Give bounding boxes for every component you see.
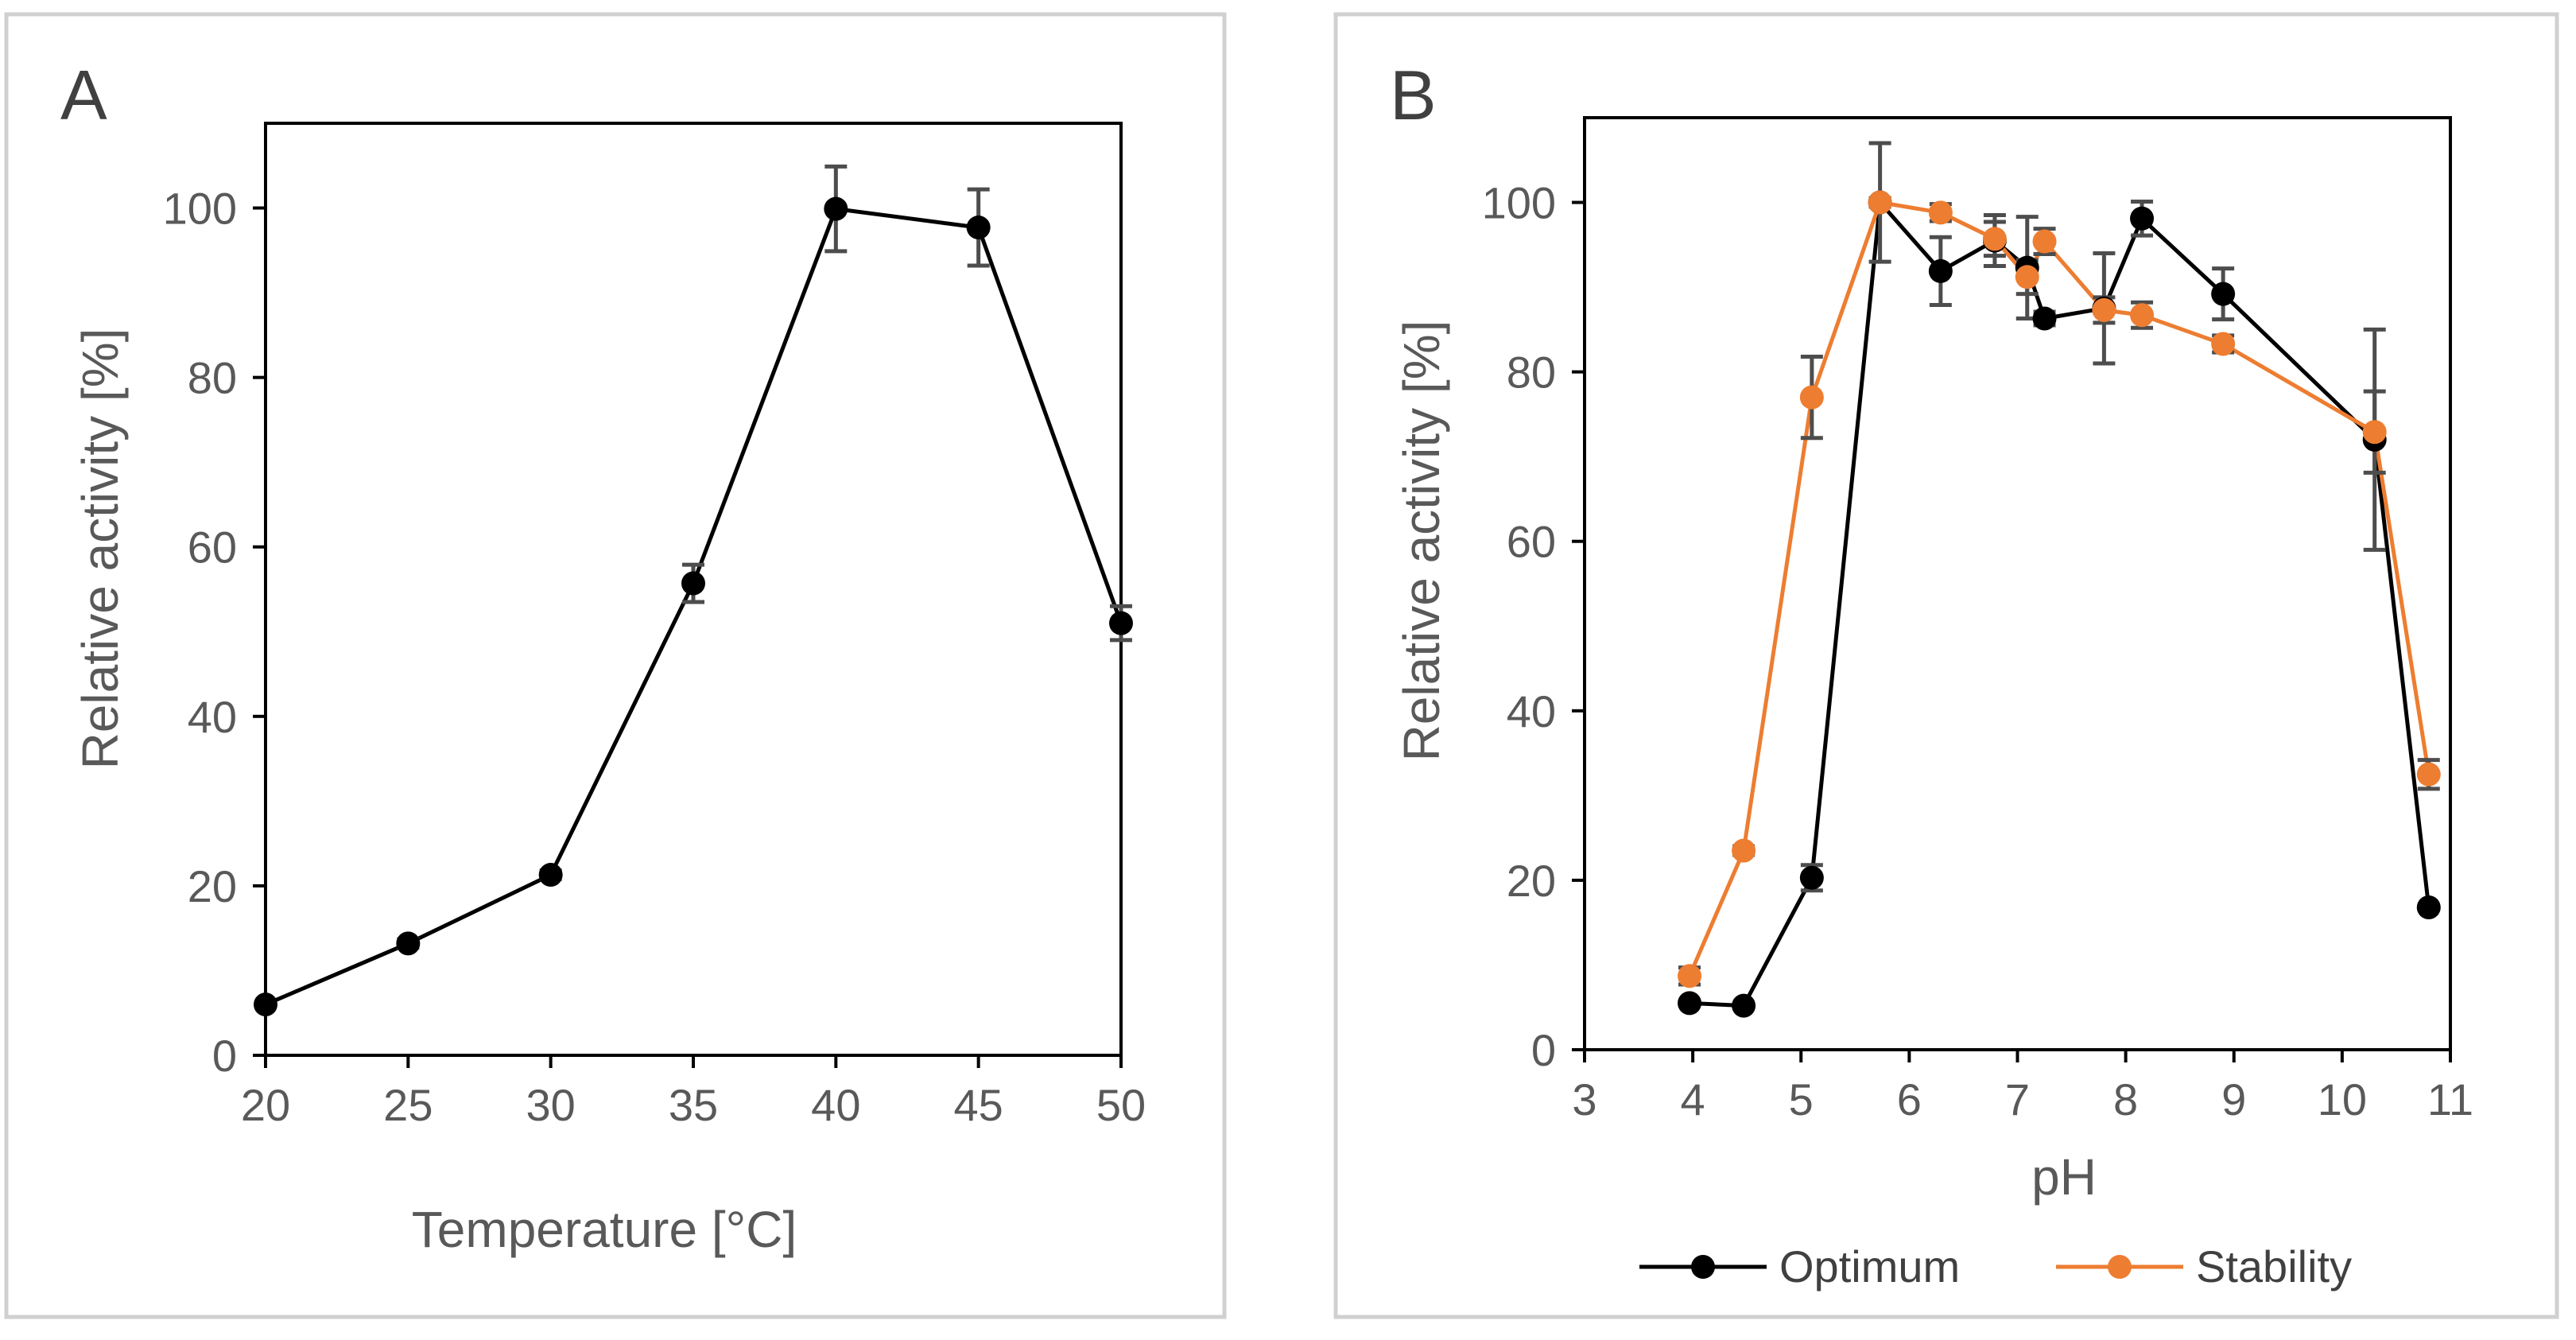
chart-a-x-tick-label: 50 — [1096, 1080, 1146, 1130]
chart-b-series-optimum-point — [2211, 282, 2236, 306]
chart-b-y-tick-label: 60 — [1507, 517, 1556, 567]
chart-a-series-temperature-point — [396, 931, 421, 956]
chart-b-y-tick-label: 100 — [1482, 178, 1556, 228]
chart-a-x-tick-label: 30 — [526, 1080, 576, 1130]
legend-stability-label: Stability — [2196, 1241, 2352, 1291]
chart-b-x-tick-label: 5 — [1789, 1074, 1814, 1124]
chart-b-x-tick-label: 8 — [2113, 1074, 2138, 1124]
chart-a-series-temperature-point — [824, 196, 848, 221]
chart-b-series-stability-point — [2211, 332, 2236, 356]
chart-b-series-stability-point — [1928, 200, 1953, 225]
chart-b-series-stability-point — [2362, 420, 2387, 445]
chart-b-series-stability-point — [1678, 964, 1702, 988]
chart-b-series-stability-point — [1799, 385, 1824, 410]
chart-a-series-temperature-point — [254, 992, 277, 1017]
chart-b-x-tick-label: 11 — [2427, 1074, 2473, 1124]
chart-b-y-tick-label: 20 — [1507, 856, 1556, 906]
chart-a-y-tick-label: 60 — [188, 522, 237, 573]
chart-b-x-tick-label: 9 — [2221, 1074, 2246, 1124]
chart-b-series-stability-point — [1868, 190, 1892, 215]
chart-b-series-stability-point — [2130, 303, 2155, 328]
chart-b-x-axis-title: pH — [2031, 1148, 2097, 1206]
chart-b-series-optimum-point — [1928, 258, 1953, 283]
chart-b-legend: Optimum Stability — [1639, 1241, 2352, 1291]
chart-a-x-tick-label: 35 — [669, 1080, 718, 1130]
chart-a-y-tick-label: 0 — [212, 1031, 237, 1081]
chart-a-x-tick-label: 25 — [383, 1080, 433, 1130]
chart-b-y-tick-label: 0 — [1531, 1025, 1556, 1075]
chart-b-y-tick-label: 80 — [1507, 348, 1556, 398]
chart-b-x-tick-label: 4 — [1681, 1074, 1705, 1124]
panel-b-letter: B — [1390, 56, 1437, 134]
chart-a-x-tick-label: 40 — [811, 1080, 860, 1130]
chart-b-series-optimum-point — [1678, 991, 1702, 1016]
legend-optimum-marker — [1691, 1255, 1715, 1279]
chart-b-series-stability-point — [2416, 762, 2441, 787]
chart-a-series-temperature-point — [538, 863, 563, 888]
chart-b-x-tick-label: 7 — [2005, 1074, 2030, 1124]
chart-a-x-axis-title: Temperature [°C] — [412, 1201, 797, 1258]
chart-a-y-tick-label: 100 — [163, 184, 237, 234]
chart-b-series-optimum-point — [1799, 865, 1824, 890]
chart-a-y-axis-title: Relative activity [%] — [72, 328, 129, 770]
chart-a-x-tick-label: 45 — [954, 1080, 1003, 1130]
chart-b-y-axis-title: Relative activity [%] — [1393, 320, 1450, 762]
chart-b-series-optimum-point — [2130, 206, 2155, 231]
chart-b-series-optimum-point — [2416, 895, 2441, 920]
chart-b-series-stability-point — [2015, 265, 2039, 289]
chart-a-y-tick-label: 20 — [188, 861, 237, 911]
chart-b-series-optimum-point — [2032, 306, 2057, 331]
panel-b-frame — [1333, 12, 2559, 1319]
chart-a-y-tick-label: 40 — [188, 692, 237, 742]
chart-b-series-stability-point — [2092, 297, 2116, 322]
chart-b-x-tick-label: 6 — [1897, 1074, 1922, 1124]
chart-a-series-temperature-point — [681, 571, 705, 596]
chart-a-x-tick-label: 20 — [241, 1080, 290, 1130]
legend-stability-marker — [2108, 1255, 2132, 1279]
chart-a-y-tick-label: 80 — [188, 353, 237, 403]
chart-a-series-temperature-point — [1109, 611, 1133, 635]
chart-b-series-stability-point — [1982, 227, 2007, 251]
chart-b-x-tick-label: 3 — [1572, 1074, 1596, 1124]
chart-b-x-tick-label: 10 — [2318, 1074, 2367, 1124]
chart-b-ph: 3 4 5 6 7 8 9 10 11 0 20 40 60 80 100 — [1482, 116, 2473, 1124]
chart-b-series-stability-point — [1732, 838, 1756, 863]
chart-b-y-tick-label: 40 — [1507, 686, 1556, 736]
chart-b-series-stability-point — [2032, 229, 2057, 254]
panel-a-frame — [4, 12, 1227, 1319]
chart-b-series-optimum-point — [1732, 993, 1756, 1018]
legend-optimum-label: Optimum — [1779, 1241, 1960, 1291]
panel-a-letter: A — [60, 56, 107, 134]
chart-a-series-temperature-point — [966, 216, 991, 240]
